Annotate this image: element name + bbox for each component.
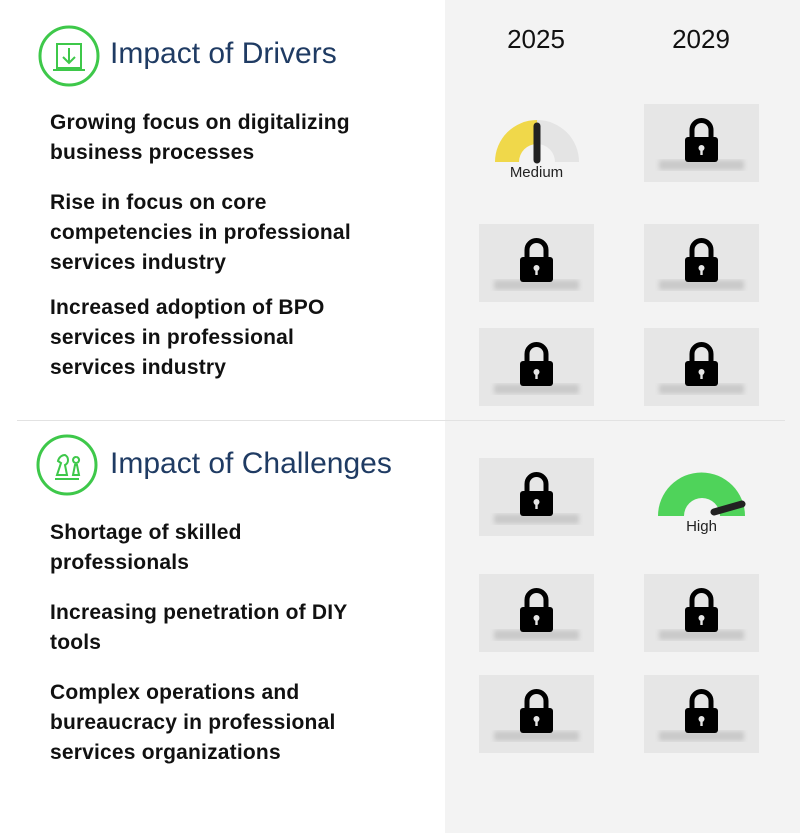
locked-cell: [479, 675, 594, 753]
locked-cell: [644, 675, 759, 753]
locked-cell: [644, 104, 759, 182]
item-label: Increasing penetration of DIY tools: [50, 601, 348, 654]
item-label: Rise in focus on core competencies in pr…: [50, 191, 351, 274]
locked-cell: [479, 328, 594, 406]
lock-icon: [494, 689, 579, 741]
item-label: Shortage of skilled professionals: [50, 521, 242, 574]
lock-icon: [659, 588, 744, 640]
lock-icon: [659, 238, 744, 290]
divider: [17, 420, 785, 421]
locked-cell: [644, 574, 759, 652]
gauge-label: Medium: [509, 164, 564, 181]
lock-icon: [494, 342, 579, 394]
gauge: [658, 472, 746, 516]
lock-icon: [494, 238, 579, 290]
lock-icon: [659, 342, 744, 394]
gauge: [495, 120, 579, 164]
gauge-label: High: [686, 518, 717, 535]
locked-cell: [479, 574, 594, 652]
gauge-cell: Medium: [479, 112, 594, 190]
gauge-cell: High: [644, 466, 759, 544]
lock-icon: [494, 588, 579, 640]
locked-cell: [479, 224, 594, 302]
drivers-icon: [38, 25, 100, 87]
locked-cell: [644, 224, 759, 302]
item-label: Growing focus on digitalizing business p…: [50, 111, 350, 164]
column-header: 2025: [507, 24, 565, 54]
challenges-icon: [36, 434, 98, 496]
locked-cell: [479, 458, 594, 536]
column-header: 2029: [672, 24, 730, 54]
item-label: Complex operations and bureaucracy in pr…: [50, 681, 336, 764]
section-title: Impact of Challenges: [110, 447, 392, 480]
section-title: Impact of Drivers: [110, 37, 337, 70]
item-label: Increased adoption of BPO services in pr…: [50, 296, 325, 379]
lock-icon: [494, 472, 579, 524]
locked-cell: [644, 328, 759, 406]
lock-icon: [659, 118, 744, 170]
lock-icon: [659, 689, 744, 741]
